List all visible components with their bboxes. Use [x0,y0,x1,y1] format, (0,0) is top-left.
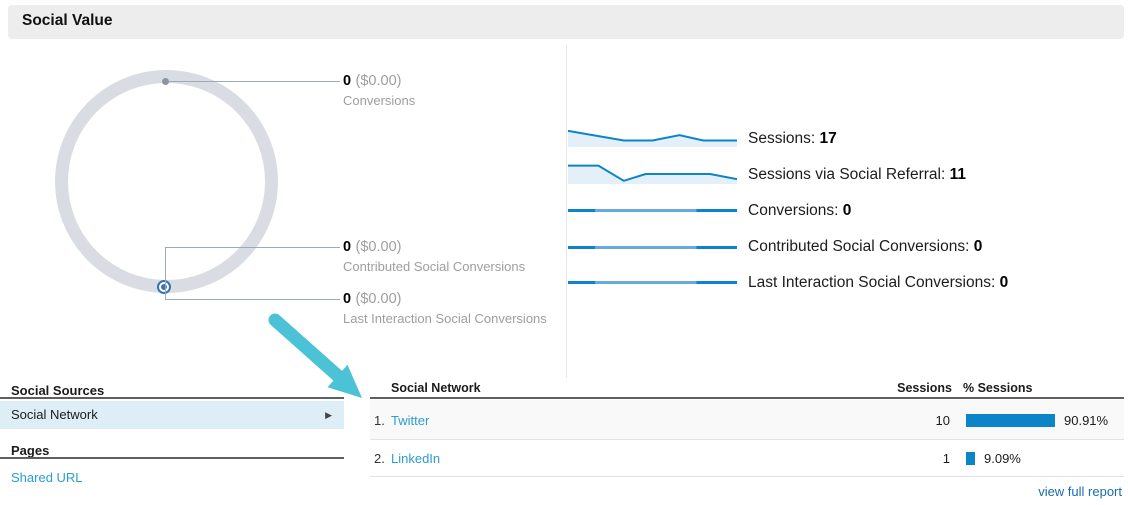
panel-divider [566,45,567,378]
callout-value: 0 [343,239,352,255]
twitter-link[interactable]: Twitter [391,413,430,428]
callout-line-3 [165,299,340,300]
sidebar-item-label: Social Network [11,407,98,422]
linkedin-link[interactable]: LinkedIn [391,451,441,466]
annotation-arrow-icon [268,313,362,398]
callout-money: ($0.00) [355,239,402,255]
sparkline-sessions [568,129,737,147]
callout-conversions: 0 ($0.00) Conversions [343,72,563,108]
sparkline-last-interaction [568,281,737,284]
row-rank: 2. [374,451,385,466]
donut-marker-social-conversions [157,280,171,294]
left-nav-title-social-sources: Social Sources [11,383,105,398]
sidebar-item-social-network[interactable]: Social Network ▶ [0,401,344,429]
donut-marker-conversions [162,78,169,85]
callout-value: 0 [343,73,352,89]
row-rank: 1. [374,413,385,428]
table-header-social-network: Social Network [391,381,481,395]
metric-label: Contributed Social Conversions: [748,238,970,255]
percent-label: 90.91% [1064,413,1109,428]
table-row: 2. LinkedIn 1 9.09% [370,440,1124,477]
callout-money: ($0.00) [355,73,402,89]
metric-label: Conversions: [748,202,839,219]
callout-money: ($0.00) [355,291,402,307]
metric-label: Sessions via Social Referral: [748,166,946,183]
metric-label: Last Interaction Social Conversions: [748,274,996,291]
divider [0,397,344,399]
chevron-right-icon: ▶ [325,410,332,420]
metric-value: 0 [973,238,983,255]
metric-label: Sessions: [748,130,816,147]
left-nav-title-pages: Pages [11,443,50,458]
callout-value: 0 [343,291,352,307]
table-header-sessions: Sessions [897,381,952,395]
metric-value: 0 [999,274,1009,291]
section-header-bar [8,5,1124,39]
table-row: 1. Twitter 10 90.91% [370,400,1124,440]
percent-label: 9.09% [984,451,1021,466]
sessions-value: 1 [942,451,950,466]
donut-chart [55,70,278,293]
table-header-percent-sessions: % Sessions [963,381,1033,395]
shared-url-link[interactable]: Shared URL [11,470,83,485]
callout-contributed: 0 ($0.00) Contributed Social Conversions [343,238,563,274]
callout-line-vertical [165,247,166,300]
callout-last-interaction: 0 ($0.00) Last Interaction Social Conver… [343,290,563,326]
sparkline-conversions [568,209,737,212]
metric-value: 0 [842,202,852,219]
callout-label: Last Interaction Social Conversions [343,311,547,326]
callout-line-1 [169,81,340,82]
sessions-value: 10 [935,413,950,428]
table-header-rule [370,397,1124,399]
percent-bar [966,414,1055,427]
callout-label: Contributed Social Conversions [343,259,526,274]
metric-social-referral: Sessions via Social Referral: 11 [748,166,966,186]
metric-value: 11 [949,166,966,183]
sparkline-social-referral [568,164,737,184]
percent-bar [966,452,975,465]
metric-value: 17 [819,130,837,147]
page-title: Social Value [22,12,113,29]
metric-sessions: Sessions: 17 [748,130,837,150]
metric-last-interaction: Last Interaction Social Conversions: 0 [748,274,1008,294]
view-full-report-link[interactable]: view full report [1038,484,1122,499]
callout-label: Conversions [343,93,416,108]
callout-line-2 [165,247,340,248]
metric-contributed: Contributed Social Conversions: 0 [748,238,982,258]
divider [0,457,344,459]
sparkline-contributed [568,246,737,249]
metric-conversions: Conversions: 0 [748,202,851,222]
